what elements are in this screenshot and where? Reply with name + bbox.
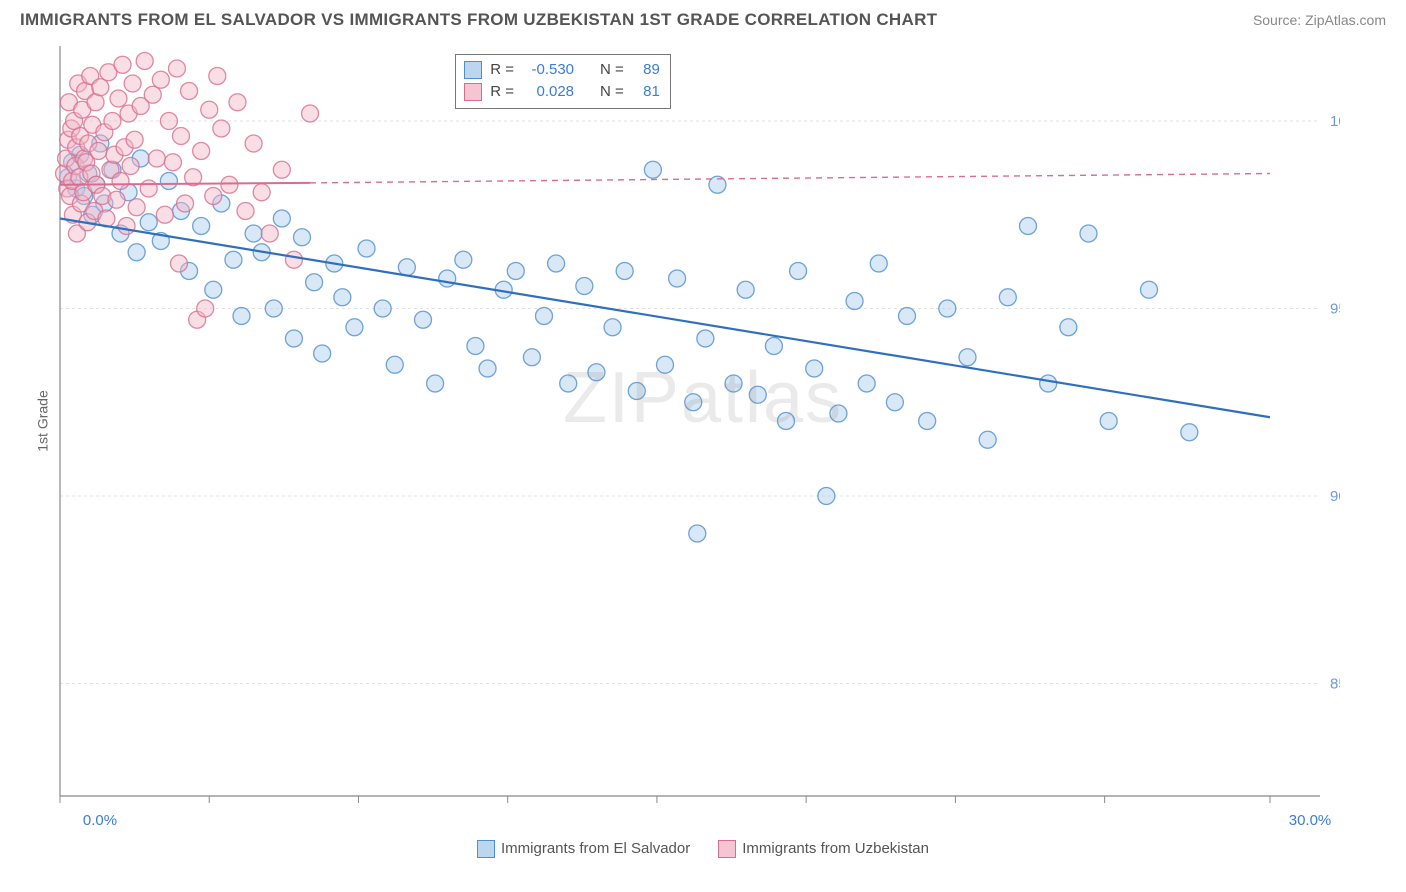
chart-header: IMMIGRANTS FROM EL SALVADOR VS IMMIGRANT… (0, 0, 1406, 36)
series-immigrants-from-el-salvador (60, 135, 1198, 542)
source-attribution: Source: ZipAtlas.com (1253, 12, 1386, 28)
series-immigrants-from-uzbekistan (56, 53, 319, 329)
legend-label: Immigrants from Uzbekistan (742, 840, 929, 857)
n-value: 89 (632, 59, 660, 82)
stats-row: R = -0.530 N = 89 (464, 59, 660, 82)
legend-swatch (477, 840, 495, 858)
scatter-chart: 85.0% 90.0% 95.0% 100.0% (20, 36, 1340, 806)
svg-text:85.0%: 85.0% (1330, 676, 1340, 693)
chart-title: IMMIGRANTS FROM EL SALVADOR VS IMMIGRANT… (20, 10, 937, 30)
x-axis-labels: 0.0% 30.0% (60, 812, 1340, 834)
legend-swatch (464, 83, 482, 101)
svg-text:95.0%: 95.0% (1330, 301, 1340, 318)
source-link[interactable]: ZipAtlas.com (1305, 12, 1386, 28)
r-value: -0.530 (522, 59, 574, 82)
legend-item: Immigrants from Uzbekistan (718, 840, 929, 858)
x-tick-label: 30.0% (1289, 812, 1332, 829)
stats-row: R = 0.028 N = 81 (464, 81, 660, 104)
footer-legend: Immigrants from El Salvador Immigrants fr… (0, 840, 1406, 858)
chart-container: 1st Grade ZIPatlas R =-0.530N =89R =0.02… (20, 36, 1386, 806)
legend-label: Immigrants from El Salvador (501, 840, 690, 857)
legend-item: Immigrants from El Salvador (477, 840, 690, 858)
n-label: N = (600, 59, 624, 82)
n-value: 81 (632, 81, 660, 104)
correlation-stats-box: R = -0.530 N = 89 R = 0.028 N = 81 (455, 54, 671, 109)
r-label: R = (490, 59, 514, 82)
x-tick-label: 0.0% (83, 812, 117, 829)
n-label: N = (600, 81, 624, 104)
svg-text:90.0%: 90.0% (1330, 488, 1340, 505)
svg-text:100.0%: 100.0% (1330, 113, 1340, 130)
legend-swatch (718, 840, 736, 858)
r-value: 0.028 (522, 81, 574, 104)
y-axis-label: 1st Grade (35, 390, 51, 451)
source-prefix: Source: (1253, 12, 1305, 28)
r-label: R = (490, 81, 514, 104)
legend-swatch (464, 61, 482, 79)
